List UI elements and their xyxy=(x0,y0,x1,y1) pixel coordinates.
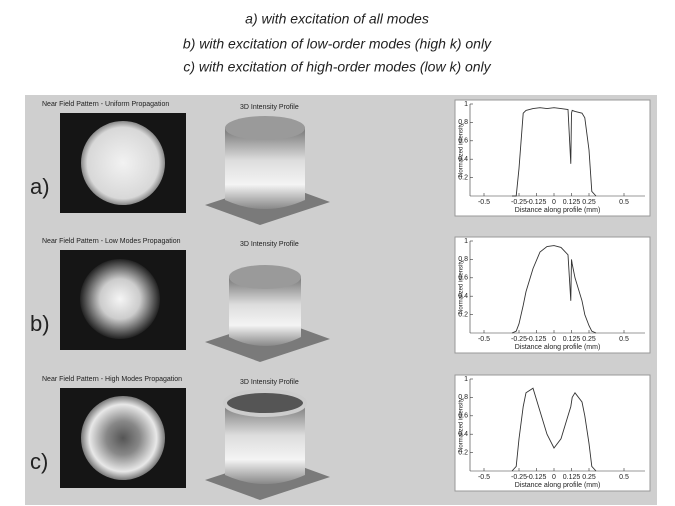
y-axis-label: Normalized intensity xyxy=(459,398,465,452)
near-field-title: Near Field Pattern - High Modes Propagat… xyxy=(42,376,182,383)
x-axis-label: Distance along profile (mm) xyxy=(515,482,601,489)
plot-box xyxy=(454,99,651,217)
y-tick-label: 0.6 xyxy=(458,275,468,282)
caption-line: a) with excitation of all modes xyxy=(245,11,429,27)
x-tick-label: -0.5 xyxy=(478,474,490,481)
x-tick-label: -0.5 xyxy=(478,336,490,343)
near-field-title: Near Field Pattern - Low Modes Propagati… xyxy=(42,238,181,245)
profile-body xyxy=(225,403,305,484)
caption-line: c) with excitation of high-order modes (… xyxy=(183,59,491,75)
x-tick-label: 0.5 xyxy=(619,199,629,206)
plot-box xyxy=(454,236,651,354)
x-tick-label: -0.125 xyxy=(527,474,547,481)
profile-curve xyxy=(512,107,597,197)
x-axis-label: Distance along profile (mm) xyxy=(515,344,601,351)
x-tick-label: 0.125 xyxy=(563,474,581,481)
y-tick-label: 0.8 xyxy=(458,119,468,126)
near-field-spot xyxy=(81,396,165,480)
y-tick-label: 1 xyxy=(464,238,468,245)
x-tick-label: -0.25 xyxy=(511,474,527,481)
y-tick-label: 0.2 xyxy=(458,311,468,318)
profile-title: 3D Intensity Profile xyxy=(240,241,299,248)
profile-curve xyxy=(511,387,597,472)
plot-box xyxy=(454,374,651,492)
x-tick-label: 0 xyxy=(552,199,556,206)
profile-title: 3D Intensity Profile xyxy=(240,379,299,386)
x-tick-label: -0.125 xyxy=(527,336,547,343)
x-tick-label: 0.125 xyxy=(563,336,581,343)
x-tick-label: -0.25 xyxy=(511,199,527,206)
x-tick-label: 0.25 xyxy=(582,199,596,206)
x-tick-label: 0 xyxy=(552,474,556,481)
x-tick-label: -0.25 xyxy=(511,336,527,343)
profile-curve xyxy=(511,245,597,334)
profile-top xyxy=(223,389,307,417)
row-label: c) xyxy=(30,449,48,474)
x-axis-label: Distance along profile (mm) xyxy=(515,207,601,214)
x-tick-label: 0.25 xyxy=(582,336,596,343)
x-tick-label: -0.125 xyxy=(527,199,547,206)
y-tick-label: 0.8 xyxy=(458,394,468,401)
y-tick-label: 1 xyxy=(464,101,468,108)
y-tick-label: 0.2 xyxy=(458,449,468,456)
profile-title: 3D Intensity Profile xyxy=(240,104,299,111)
y-axis-label: Normalized intensity xyxy=(459,123,465,177)
y-tick-label: 0.4 xyxy=(458,293,468,300)
y-tick-label: 1 xyxy=(464,376,468,383)
profile-top xyxy=(225,116,305,140)
y-tick-label: 0.6 xyxy=(458,413,468,420)
y-tick-label: 0.6 xyxy=(458,138,468,145)
row-label: a) xyxy=(30,174,50,199)
y-tick-label: 0.2 xyxy=(458,174,468,181)
x-tick-label: 0 xyxy=(552,336,556,343)
x-tick-label: -0.5 xyxy=(478,199,490,206)
near-field-spot xyxy=(80,259,160,339)
y-tick-label: 0.8 xyxy=(458,256,468,263)
caption-line: b) with excitation of low-order modes (h… xyxy=(183,36,492,52)
y-tick-label: 0.4 xyxy=(458,156,468,163)
x-tick-label: 0.25 xyxy=(582,474,596,481)
profile-top xyxy=(229,265,301,289)
x-tick-label: 0.5 xyxy=(619,336,629,343)
x-tick-label: 0.125 xyxy=(563,199,581,206)
y-tick-label: 0.4 xyxy=(458,431,468,438)
near-field-spot xyxy=(81,121,165,205)
profile-body xyxy=(229,277,301,346)
row-label: b) xyxy=(30,311,50,336)
profile-body xyxy=(225,128,305,209)
x-tick-label: 0.5 xyxy=(619,474,629,481)
y-axis-label: Normalized intensity xyxy=(459,260,465,314)
near-field-title: Near Field Pattern - Uniform Propagation xyxy=(42,101,169,108)
